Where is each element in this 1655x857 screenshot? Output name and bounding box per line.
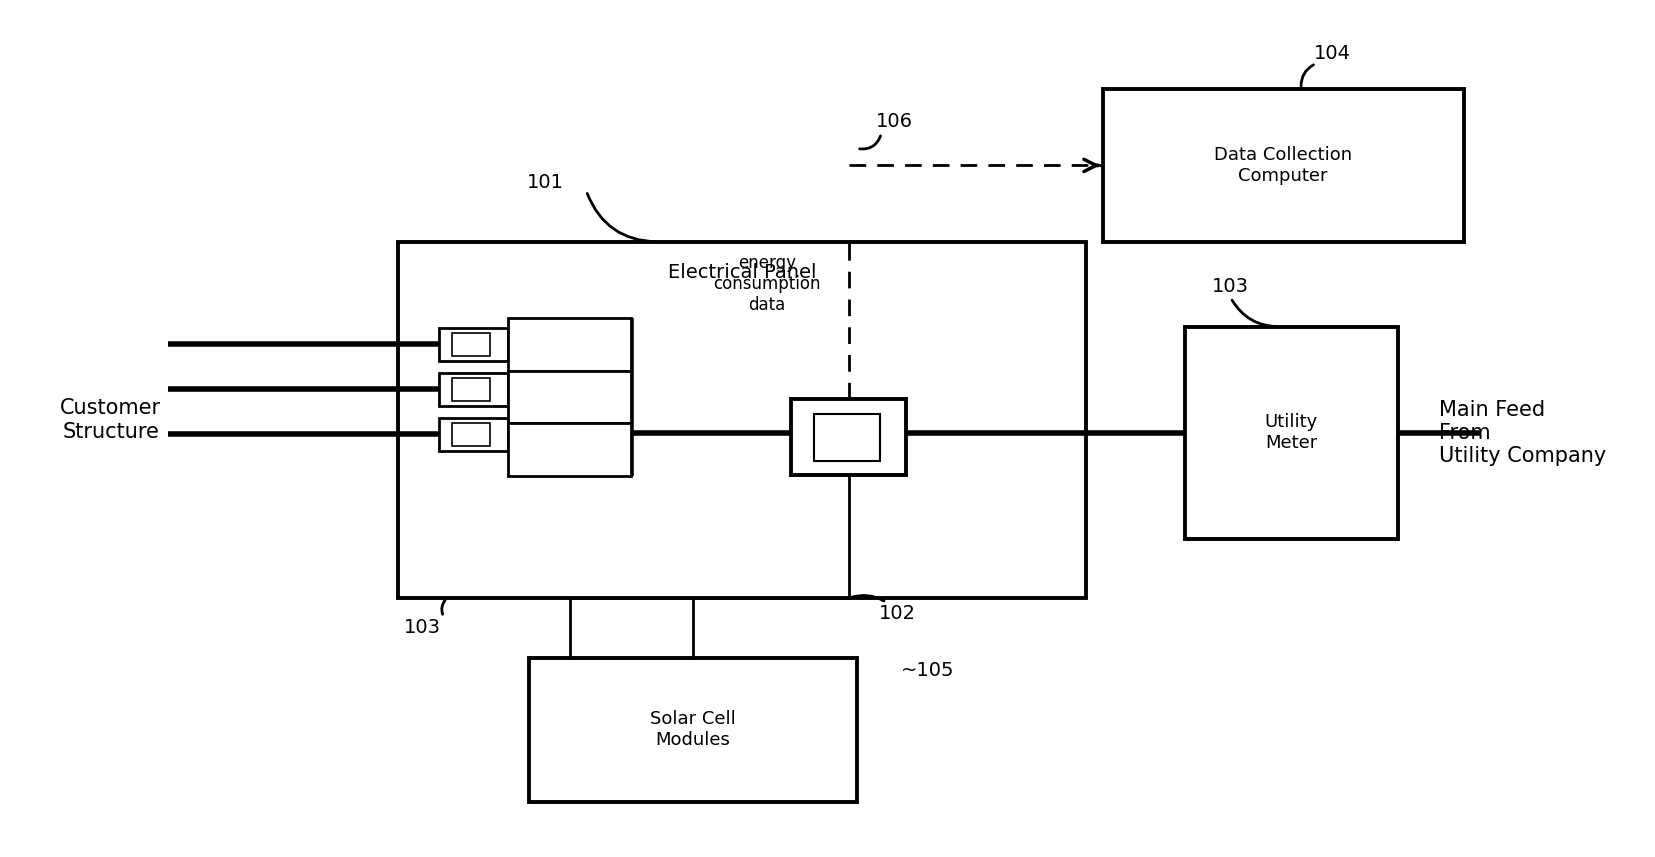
Text: ~105: ~105 <box>900 661 955 680</box>
Text: 103: 103 <box>404 619 440 638</box>
Bar <box>1102 89 1463 242</box>
Text: 104: 104 <box>1314 44 1350 63</box>
Bar <box>439 374 508 405</box>
Text: Electrical Panel: Electrical Panel <box>669 263 816 282</box>
Text: Data Collection
Computer: Data Collection Computer <box>1215 146 1352 185</box>
Bar <box>452 378 490 401</box>
Bar <box>791 399 905 475</box>
Text: 101: 101 <box>526 173 564 192</box>
Text: energy
consumption
data: energy consumption data <box>713 255 821 314</box>
Text: Main Feed
From
Utility Company: Main Feed From Utility Company <box>1438 399 1607 466</box>
Bar <box>452 423 490 446</box>
Bar <box>439 418 508 451</box>
Bar <box>530 657 857 802</box>
Bar <box>508 423 631 476</box>
Bar <box>397 242 1086 598</box>
Text: 103: 103 <box>1211 278 1250 297</box>
Bar <box>508 318 631 371</box>
Text: Utility
Meter: Utility Meter <box>1264 413 1317 452</box>
Text: 106: 106 <box>875 111 914 131</box>
Bar <box>1185 327 1398 539</box>
Bar <box>439 328 508 361</box>
Text: Customer
Structure: Customer Structure <box>60 399 161 441</box>
Text: Solar Cell
Modules: Solar Cell Modules <box>650 710 736 749</box>
Bar <box>508 371 631 423</box>
Bar <box>814 414 880 461</box>
Text: 102: 102 <box>879 604 917 623</box>
Bar <box>452 333 490 356</box>
